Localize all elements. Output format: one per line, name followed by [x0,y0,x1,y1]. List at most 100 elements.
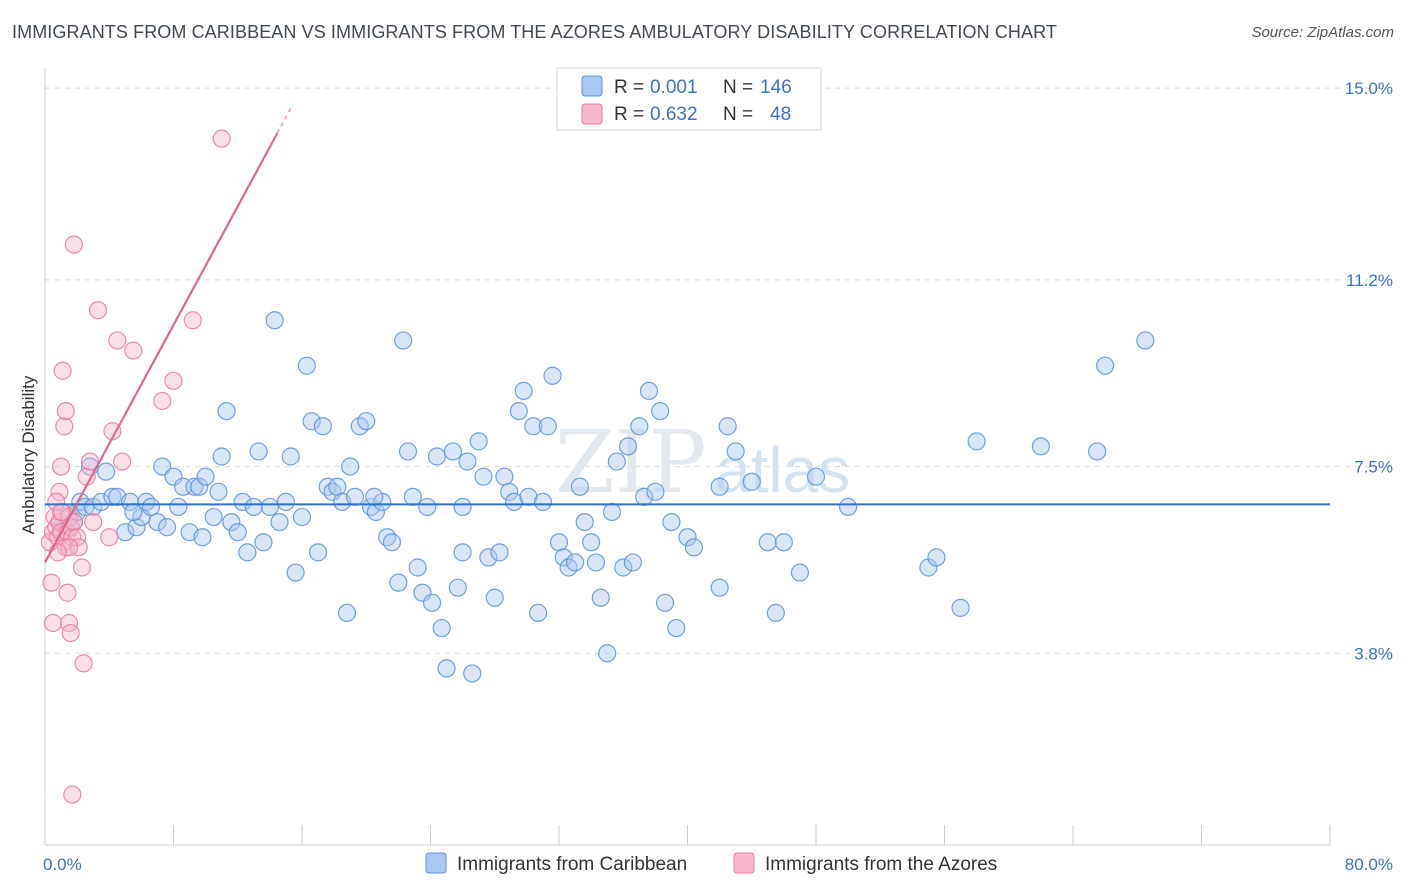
data-point-caribbean [382,533,402,552]
data-point-caribbean [328,477,347,496]
data-point-caribbean [453,543,472,562]
data-point-caribbean [651,401,670,421]
watermark-atlas: atlas [715,434,850,506]
data-point-caribbean [313,417,332,436]
data-point-caribbean [726,442,745,461]
data-point-caribbean [318,477,337,496]
data-point-caribbean [1136,331,1155,350]
legend-r-value-1: 0.001 [650,77,698,98]
data-point-caribbean [432,618,451,638]
data-point-caribbean [127,518,146,537]
data-point-azores [55,417,74,436]
data-point-caribbean [297,356,316,375]
data-point-caribbean [524,417,543,436]
legend-n-value-2: 48 [770,104,791,125]
data-point-caribbean [244,497,263,517]
data-point-caribbean [504,492,524,512]
data-point-caribbean [286,563,305,582]
bottom-legend-swatch-azores [733,852,755,874]
data-point-caribbean [276,492,296,512]
data-point-caribbean [774,533,793,552]
data-point-caribbean [469,432,488,451]
data-point-caribbean [302,412,321,431]
data-point-caribbean [710,477,729,496]
data-point-azores [72,558,92,577]
legend-n-value-1: 146 [760,77,792,98]
bottom-legend-label-caribbean: Immigrants from Caribbean [457,854,687,875]
data-point-caribbean [254,533,273,552]
data-point-azores [50,482,69,501]
data-point-caribbean [582,533,601,552]
data-point-caribbean [403,487,422,506]
series-legend: Immigrants from Caribbean Immigrants fro… [425,852,997,875]
bottom-legend-swatch-caribbean [425,852,447,874]
data-point-caribbean [437,659,456,678]
data-point-caribbean [389,573,408,592]
data-point-caribbean [710,578,729,597]
data-point-azores [88,301,108,320]
data-point-caribbean [639,381,659,401]
data-point-caribbean [408,558,427,577]
x-tick-label-max: 80.0% [1345,855,1393,874]
y-axis-label: Ambulatory Disability [19,375,38,534]
data-point-caribbean [141,497,161,517]
data-point-caribbean [806,467,826,486]
data-point-azores [124,341,143,360]
data-point-caribbean [121,492,140,512]
data-point-caribbean [418,497,437,517]
data-point-caribbean [281,447,300,466]
data-point-caribbean [148,512,167,532]
watermark-zip: ZIP [555,413,707,513]
data-point-caribbean [212,447,231,466]
gridlines [45,87,1395,654]
data-point-caribbean [153,457,172,476]
data-point-azores [58,583,77,602]
data-point-caribbean [614,558,633,577]
data-point-azores [212,129,231,148]
data-point-caribbean [337,603,357,623]
data-point-azores [64,235,84,254]
data-point-caribbean [423,593,442,612]
data-point-caribbean [790,563,810,582]
data-point-caribbean [398,442,418,461]
data-point-caribbean [607,452,626,471]
legend-r-label-2: R = [614,104,644,125]
data-point-caribbean [967,432,986,451]
chart-title: IMMIGRANTS FROM CARIBBEAN VS IMMIGRANTS … [12,22,1057,42]
data-point-caribbean [623,553,642,572]
data-point-caribbean [485,588,504,607]
legend-swatch-blue [581,75,603,97]
data-point-caribbean [378,528,397,547]
legend-n-label-2: N = [723,104,753,125]
data-point-caribbean [591,588,610,607]
data-point-caribbean [357,412,376,431]
data-point-azores [108,331,127,350]
data-point-caribbean [365,487,384,506]
data-point-caribbean [684,538,704,557]
series-caribbean-points [51,311,1155,683]
data-point-caribbean [927,548,946,567]
data-point-caribbean [474,467,493,486]
data-point-azores [51,457,71,476]
data-point-caribbean [249,442,268,461]
data-point-caribbean [500,482,519,501]
x-tick-labels: 0.0% 80.0% [43,855,1393,874]
data-point-azores [42,573,61,592]
data-point-azores [77,467,96,486]
data-point-caribbean [655,593,675,612]
data-point-caribbean [618,437,638,456]
data-point-caribbean [157,518,177,537]
data-point-azores [53,361,72,380]
data-point-caribbean [308,543,328,562]
data-point-caribbean [341,457,360,476]
data-point-caribbean [529,603,548,623]
legend-n-label-1: N = [723,77,753,98]
data-point-caribbean [538,417,557,436]
data-point-azores [59,538,79,557]
data-point-caribbean [463,664,482,683]
data-point-caribbean [222,512,241,532]
data-point-caribbean [554,548,573,567]
data-point-azores [43,613,63,633]
data-point-caribbean [758,533,777,552]
